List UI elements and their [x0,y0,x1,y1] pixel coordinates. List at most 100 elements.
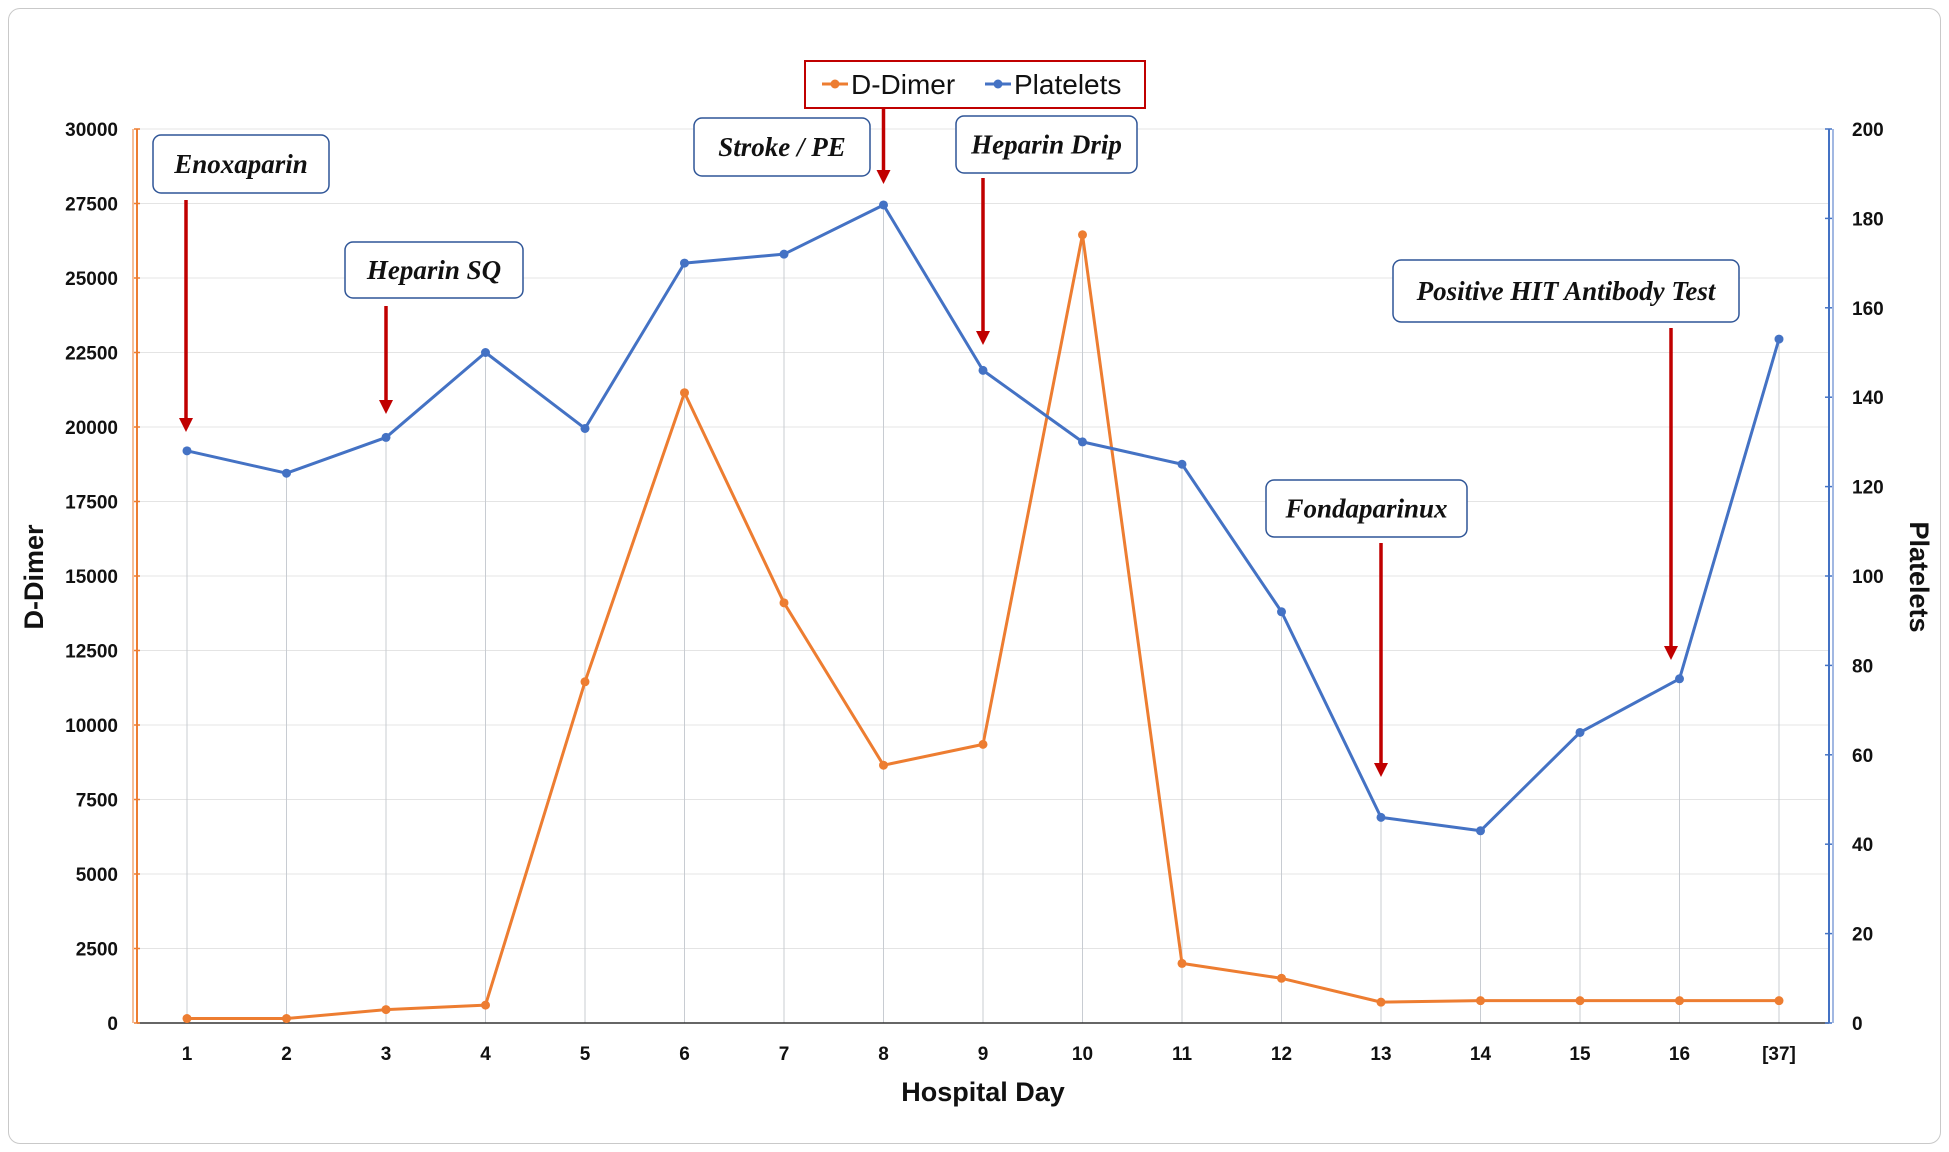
y2-tick-label: 200 [1852,120,1884,141]
annotation-label: Stroke / PE [718,132,846,162]
left-axis-ticks: 0 2500 5000 7500 10000 12500 15000 17500 20000 22… [65,120,140,1035]
y2-tick-label: 80 [1852,656,1873,677]
y2-tick-label: 20 [1852,925,1873,946]
arrow-head [379,400,393,414]
x-tick-label: [37] [1762,1044,1796,1065]
data-point-platelets [1675,674,1684,684]
legend: D-Dimer Platelets [804,60,1146,109]
data-point-d-dimer [580,677,590,687]
data-point-d-dimer [879,760,888,770]
x-tick-label: 14 [1470,1044,1492,1065]
arrow-head [976,331,990,345]
x-tick-label: 4 [480,1044,491,1065]
annotation-label: Heparin Drip [970,130,1122,160]
data-point-d-dimer [481,1000,490,1010]
annotation-label: Fondaparinux [1284,494,1447,524]
data-point-platelets [1078,437,1087,447]
annotation-label: Enoxaparin [173,149,308,179]
right-axis-ticks: 0 20 40 60 80 100 120 140 160 180 200 [1825,120,1884,1035]
y-tick-label: 10000 [65,716,118,737]
y2-tick-label: 40 [1852,835,1873,856]
y-tick-label: 17500 [65,493,118,514]
x-tick-label: 9 [978,1044,989,1065]
data-point-platelets [779,249,789,259]
data-point-platelets [879,200,888,210]
data-point-platelets [1376,812,1386,822]
arrow-head [1374,763,1388,777]
y-tick-label: 22500 [65,344,118,365]
x-tick-label: 13 [1370,1044,1391,1065]
data-point-platelets [1177,459,1187,469]
legend-marker-ddimer [830,79,840,89]
data-point-d-dimer [381,1005,391,1015]
data-point-platelets [282,468,291,478]
annotation-box [344,241,524,299]
data-point-platelets [481,348,490,357]
legend-label-ddimer: D-Dimer [851,69,955,100]
x-tick-label: 15 [1569,1044,1591,1065]
x-axis-ticks: 1 2 3 4 5 6 7 8 9 10 11 12 13 14 15 16 [37] [182,1044,1796,1065]
series-lines [182,200,1784,1024]
y-tick-label: 2500 [76,940,118,961]
x-tick-label: 2 [281,1044,292,1065]
x-tick-label: 10 [1072,1044,1093,1065]
x-tick-label: 7 [779,1044,790,1065]
data-point-d-dimer [779,598,789,608]
annotation-label: Positive HIT Antibody Test [1416,276,1717,306]
data-point-d-dimer [1177,958,1187,968]
data-point-d-dimer [1774,996,1784,1006]
y2-axis-title: Platelets [1904,521,1934,632]
data-point-platelets [1476,826,1485,836]
y-tick-label: 0 [107,1014,118,1035]
x-axis-title: Hospital Day [901,1077,1065,1107]
y-tick-label: 27500 [65,195,118,216]
x-tick-label: 1 [182,1044,193,1065]
data-point-platelets [182,446,192,456]
y2-tick-label: 0 [1852,1014,1863,1035]
data-point-platelets [1277,607,1286,617]
data-point-d-dimer [1078,230,1087,240]
annotation-box [955,115,1138,174]
x-tick-label: 3 [381,1044,392,1065]
y-tick-label: 7500 [76,791,118,812]
y-tick-label: 20000 [65,418,118,439]
y-tick-label: 25000 [65,269,118,290]
y2-tick-label: 100 [1852,567,1884,588]
data-point-d-dimer [1376,997,1386,1007]
annotation-box [152,134,330,194]
y2-tick-label: 60 [1852,746,1873,767]
y2-tick-label: 140 [1852,388,1884,409]
y-axis-title: D-Dimer [19,524,49,630]
arrow-head [1664,646,1678,660]
annotation-box [693,117,871,177]
annotation-label: Heparin SQ [366,255,501,285]
legend-marker-platelets [993,79,1003,89]
x-tick-label: 8 [878,1044,889,1065]
legend-label-platelets: Platelets [1014,69,1121,100]
data-point-platelets [978,365,988,375]
y-tick-label: 12500 [65,642,118,663]
annotations: Enoxaparin Heparin SQ Stroke / PE Heparin D… [152,108,1740,777]
x-tick-label: 11 [1172,1044,1193,1065]
x-tick-label: 6 [679,1044,690,1065]
legend-box [804,60,1146,109]
data-point-platelets [381,432,391,442]
y2-tick-label: 180 [1852,209,1884,230]
y-tick-label: 15000 [65,567,118,588]
data-point-platelets [680,258,689,268]
data-point-d-dimer [282,1014,291,1024]
data-point-platelets [580,423,590,433]
arrow-head [876,170,891,184]
annotation-box [1392,259,1740,323]
data-point-d-dimer [1476,996,1485,1006]
data-point-d-dimer [1575,996,1585,1006]
y-tick-label: 5000 [76,865,118,886]
y2-tick-label: 160 [1852,299,1884,320]
x-tick-label: 16 [1669,1044,1690,1065]
data-point-d-dimer [1675,996,1684,1006]
data-point-platelets [1774,334,1784,344]
arrow-head [179,418,193,432]
x-tick-label: 12 [1271,1044,1292,1065]
data-point-platelets [1575,727,1585,737]
